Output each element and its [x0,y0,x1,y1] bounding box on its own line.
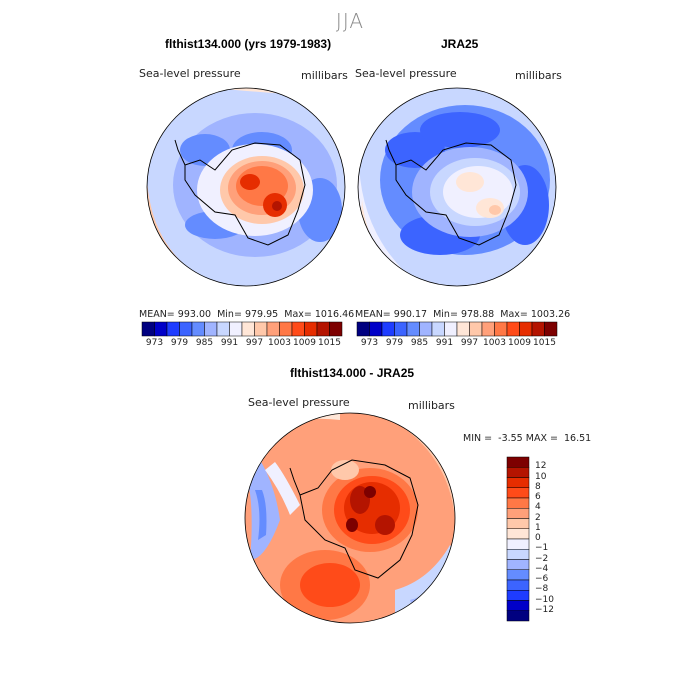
diff-colorbar-tick-label: 2 [535,512,541,523]
diff-colorbar-tick-label: 1 [535,522,541,533]
diff-colorbar-tick-label: −6 [535,574,549,584]
diff-colorbar-tick-label: −8 [535,584,549,595]
diff-colorbar-swatch [506,579,530,591]
diff-colorbar-tick-label: −10 [535,594,554,605]
left-mean-label: MEAN= [139,309,175,320]
diff-colorbar-swatch [506,508,530,519]
left-colorbar-tick-label: 991 [220,338,239,348]
diff-colorbar-tick-label: 4 [535,502,541,513]
left-panel-title: flthist134.000 (yrs 1979-1983) [165,37,332,51]
diff-colorbar-swatch [506,600,530,611]
diff-colorbar-tick-label: 8 [535,481,541,492]
diff-colorbar-ticks: 12 10 8 6 4 2 1 0 −1 −2 −4 −6 −8 −10 −12 [535,457,575,621]
diff-colorbar-swatch [506,477,530,488]
right-colorbar-ticks: 973 979 985 991 997 1003 1009 1015 [357,338,557,350]
diff-colorbar-tick-label: 6 [535,492,541,502]
left-colorbar-tick-label: 985 [195,338,214,348]
diff-max-label: MAX = [525,433,558,444]
diff-min-label: MIN = [463,433,493,444]
diff-colorbar-tick-label: −1 [535,543,549,554]
diff-field-label: Sea-level pressure [248,396,350,409]
left-max-value: 1016.46 [314,309,355,320]
left-colorbar-tick-label: 1009 [293,338,316,348]
right-min-label: Min= [433,309,458,320]
right-min-value: 978.88 [460,309,495,320]
left-min-label: Min= [217,309,242,320]
diff-colorbar-swatch [506,569,530,581]
diff-panel-title: flthist134.000 - JRA25 [290,366,415,380]
diff-colorbar-swatch [506,590,530,601]
diff-colorbar-swatch [506,456,530,468]
diff-colorbar-swatch [506,559,530,570]
diff-min-value: -3.55 [498,433,523,444]
diff-colorbar-swatch [506,549,530,560]
left-max-label: Max= [284,309,312,320]
right-units-label: millibars [515,69,562,82]
diff-units-label: millibars [408,399,455,412]
diff-colorbar-tick-label: −2 [535,553,549,564]
diff-colorbar-swatch [506,487,530,499]
right-colorbar-tick-label: 979 [385,338,404,348]
left-colorbar-swatch [329,321,343,337]
left-colorbar-tick-label: 1003 [268,338,291,348]
diff-colorbar-tick-label: 12 [535,461,547,472]
right-colorbar [356,321,558,337]
right-mean-value: 990.17 [393,309,428,320]
right-max-label: Max= [500,309,528,320]
right-colorbar-tick-label: 1003 [483,338,506,348]
right-colorbar-tick-label: 985 [410,338,429,348]
right-stats: MEAN= 990.17 Min= 978.88 Max= 1003.26 [355,309,570,320]
diff-colorbar-tick-label: −4 [535,563,549,574]
left-mean-value: 993.00 [177,309,212,320]
right-colorbar-tick-label: 1009 [508,338,531,348]
left-stats: MEAN= 993.00 Min= 979.95 Max= 1016.46 [139,309,354,320]
left-colorbar-tick-label: 973 [145,338,164,348]
diff-colorbar-swatch [506,610,530,622]
left-colorbar [141,321,343,337]
left-field-label: Sea-level pressure [139,67,241,80]
right-colorbar-tick-label: 991 [435,338,454,348]
diff-colorbar-swatch [506,528,530,540]
right-colorbar-tick-label: 973 [360,338,379,348]
diff-colorbar-tick-label: 10 [535,471,547,482]
diff-colorbar-tick-label: −12 [535,604,554,615]
right-max-value: 1003.26 [530,309,571,320]
right-mean-label: MEAN= [355,309,391,320]
diff-colorbar-tick-label: 0 [535,533,541,543]
diff-colorbar-swatch [506,467,530,478]
right-field-label: Sea-level pressure [355,67,457,80]
left-colorbar-tick-label: 997 [245,338,264,348]
diff-colorbar-swatch [506,538,530,550]
right-panel-title: JRA25 [441,37,479,51]
right-colorbar-tick-label: 997 [460,338,479,348]
diff-colorbar-swatch [506,518,530,529]
right-colorbar-swatch [544,321,558,337]
left-colorbar-ticks: 973 979 985 991 997 1003 1009 1015 [142,338,342,350]
diff-colorbar-swatch [506,497,530,509]
right-colorbar-tick-label: 1015 [533,338,556,348]
diff-colorbar [506,456,530,622]
left-colorbar-tick-label: 1015 [318,338,341,348]
left-units-label: millibars [301,69,348,82]
diff-stats: MIN = -3.55 MAX = 16.51 [463,433,591,444]
season-title: JJA [335,9,365,33]
left-min-value: 979.95 [244,309,279,320]
diff-max-value: 16.51 [564,433,592,444]
left-colorbar-tick-label: 979 [170,338,189,348]
